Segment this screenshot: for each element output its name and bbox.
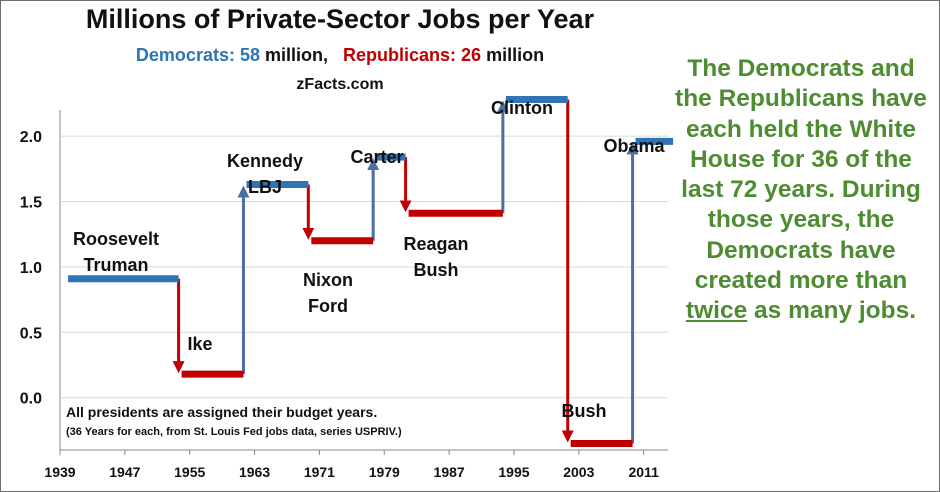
president-label-truman: Truman [83,255,148,275]
y-tick-label: 0.0 [20,391,42,408]
x-tick-label: 2003 [563,464,594,480]
y-tick-label: 1.0 [20,260,42,277]
x-tick-label: 1995 [498,464,529,480]
x-tick-label: 1971 [304,464,335,480]
chart-source: zFacts.com [296,76,384,93]
president-label-bush: Bush [562,401,607,421]
president-label-kennedy: Kennedy [227,151,303,171]
side-commentary-text-1: The Democrats and the Republicans have e… [675,55,927,295]
x-tick-label: 1963 [239,464,270,480]
president-label-bush: Bush [414,260,459,280]
president-label-roosevelt: Roosevelt [73,229,159,249]
x-tick-label: 1979 [369,464,400,480]
president-label-obama: Obama [603,136,665,156]
y-tick-label: 1.5 [20,195,42,212]
republicans-total: Republicans: 26 [343,45,482,65]
chart-annotation-sub: (36 Years for each, from St. Louis Fed j… [66,426,402,438]
president-label-lbj: LBJ [248,177,282,197]
side-commentary-emphasis: twice [685,297,748,325]
x-tick-label: 1947 [109,464,140,480]
side-commentary-text-2: as many jobs. [747,297,917,325]
president-label-nixon: Nixon [303,270,353,290]
y-tick-label: 2.0 [20,129,42,146]
democrats-total: Democrats: 58 [135,45,260,65]
side-commentary: The Democrats and the Republicans have e… [672,54,930,327]
chart-subtitle: Democrats: 58 million, Republicans: 26 m… [60,45,620,66]
x-tick-label: 1987 [434,464,465,480]
x-tick-label: 2011 [628,464,659,480]
x-tick-label: 1955 [174,464,205,480]
president-label-ike: Ike [187,334,212,354]
president-label-ford: Ford [308,296,348,316]
chart-annotation: All presidents are assigned their budget… [66,404,378,420]
president-label-clinton: Clinton [491,98,553,118]
chart-title: Millions of Private-Sector Jobs per Year [85,4,595,34]
x-tick-label: 1939 [44,464,75,480]
democrats-suffix: million, [259,45,328,65]
y-tick-label: 0.5 [20,325,42,342]
president-label-reagan: Reagan [403,234,468,254]
republicans-suffix: million [481,45,545,65]
president-label-carter: Carter [350,147,403,167]
